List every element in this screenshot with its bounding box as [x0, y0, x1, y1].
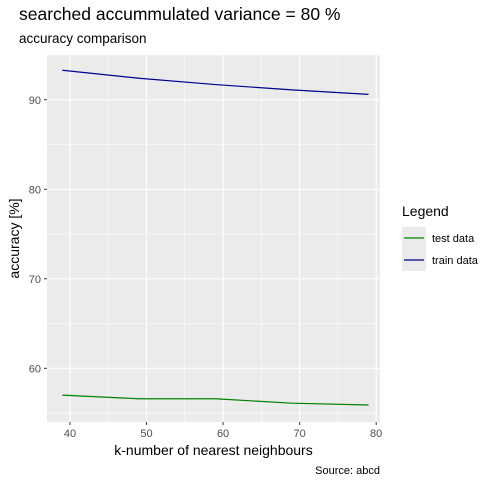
series-lines: [62, 69, 369, 406]
legend-label: test data: [432, 233, 475, 245]
major-gridlines: [47, 55, 380, 422]
caption: Source: abcd: [315, 465, 380, 477]
minor-gridlines: [47, 54, 380, 422]
x-tick-label: 70: [293, 428, 305, 440]
x-tick-label: 50: [140, 428, 152, 440]
axis-ticks: 40 50 60 70 80 60 70 80 90: [29, 95, 383, 440]
legend-title: Legend: [402, 203, 449, 219]
x-tick-label: 80: [370, 428, 382, 440]
y-tick-label: 80: [29, 184, 41, 196]
x-tick-label: 40: [64, 428, 76, 440]
x-axis-title: k-number of nearest neighbours: [114, 442, 312, 458]
series-line-train-data: [62, 69, 369, 95]
y-axis-title: accuracy [%]: [6, 198, 22, 278]
legend-label: train data: [432, 255, 479, 267]
chart-title: searched accummulated variance = 80 %: [19, 4, 341, 24]
y-tick-label: 60: [29, 363, 41, 375]
legend: Legend test data train data: [402, 203, 479, 271]
y-tick-label: 70: [29, 274, 41, 286]
x-tick-label: 60: [217, 428, 229, 440]
series-line-test-data: [62, 394, 369, 406]
y-tick-label: 90: [29, 95, 41, 107]
plot-panel: [47, 55, 380, 422]
chart-subtitle: accuracy comparison: [19, 31, 147, 46]
